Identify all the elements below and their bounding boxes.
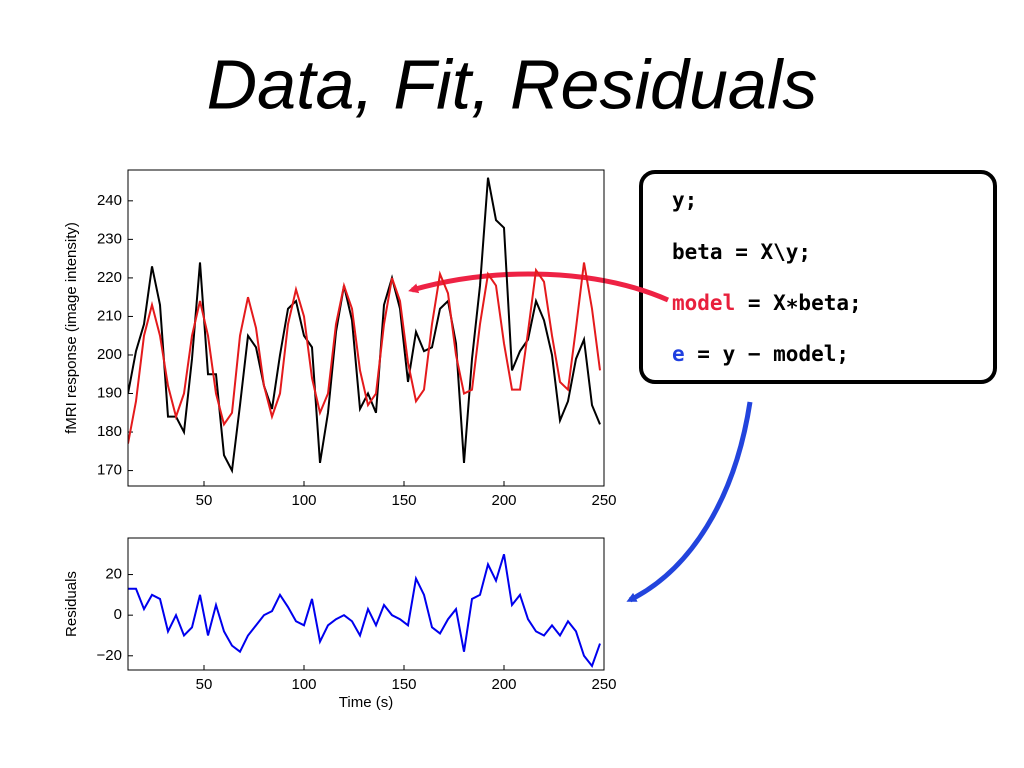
arrow xyxy=(626,401,753,603)
y-tick-label: 190 xyxy=(97,384,122,401)
code-line: e = y − model; xyxy=(672,342,849,366)
slide-title: Data, Fit, Residuals xyxy=(207,45,818,123)
y-tick-label: 230 xyxy=(97,230,122,247)
x-tick-label: 200 xyxy=(491,492,516,509)
data-line xyxy=(128,262,601,444)
y-tick-label: 210 xyxy=(97,307,122,324)
x-tick-label: 150 xyxy=(391,676,416,693)
y-axis-label: fMRI response (image intensity) xyxy=(63,222,80,434)
x-tick-label: 200 xyxy=(491,676,516,693)
data-line xyxy=(128,553,601,668)
x-axis-label: Time (s) xyxy=(339,694,393,711)
plot-frame xyxy=(127,169,605,487)
x-tick-label: 100 xyxy=(291,492,316,509)
y-axis-label: Residuals xyxy=(63,571,80,637)
code-box xyxy=(639,170,997,384)
code-line: model = X∗beta; xyxy=(672,291,862,315)
y-tick-label: 240 xyxy=(97,192,122,209)
x-tick-label: 50 xyxy=(196,492,213,509)
x-tick-label: 250 xyxy=(591,676,616,693)
x-tick-label: 100 xyxy=(291,676,316,693)
y-tick-label: 170 xyxy=(97,462,122,479)
x-tick-label: 150 xyxy=(391,492,416,509)
y-tick-label: 200 xyxy=(97,346,122,363)
code-line: beta = X\y; xyxy=(672,240,811,264)
y-tick-label: 20 xyxy=(105,566,122,583)
x-tick-label: 250 xyxy=(591,492,616,509)
code-line: y; xyxy=(672,188,697,212)
y-tick-label: 0 xyxy=(114,606,122,623)
y-tick-label: 180 xyxy=(97,423,122,440)
plot-frame xyxy=(127,537,605,671)
data-line xyxy=(128,177,601,474)
arrow xyxy=(408,271,670,303)
y-tick-label: −20 xyxy=(97,647,122,664)
x-tick-label: 50 xyxy=(196,676,213,693)
y-tick-label: 220 xyxy=(97,269,122,286)
